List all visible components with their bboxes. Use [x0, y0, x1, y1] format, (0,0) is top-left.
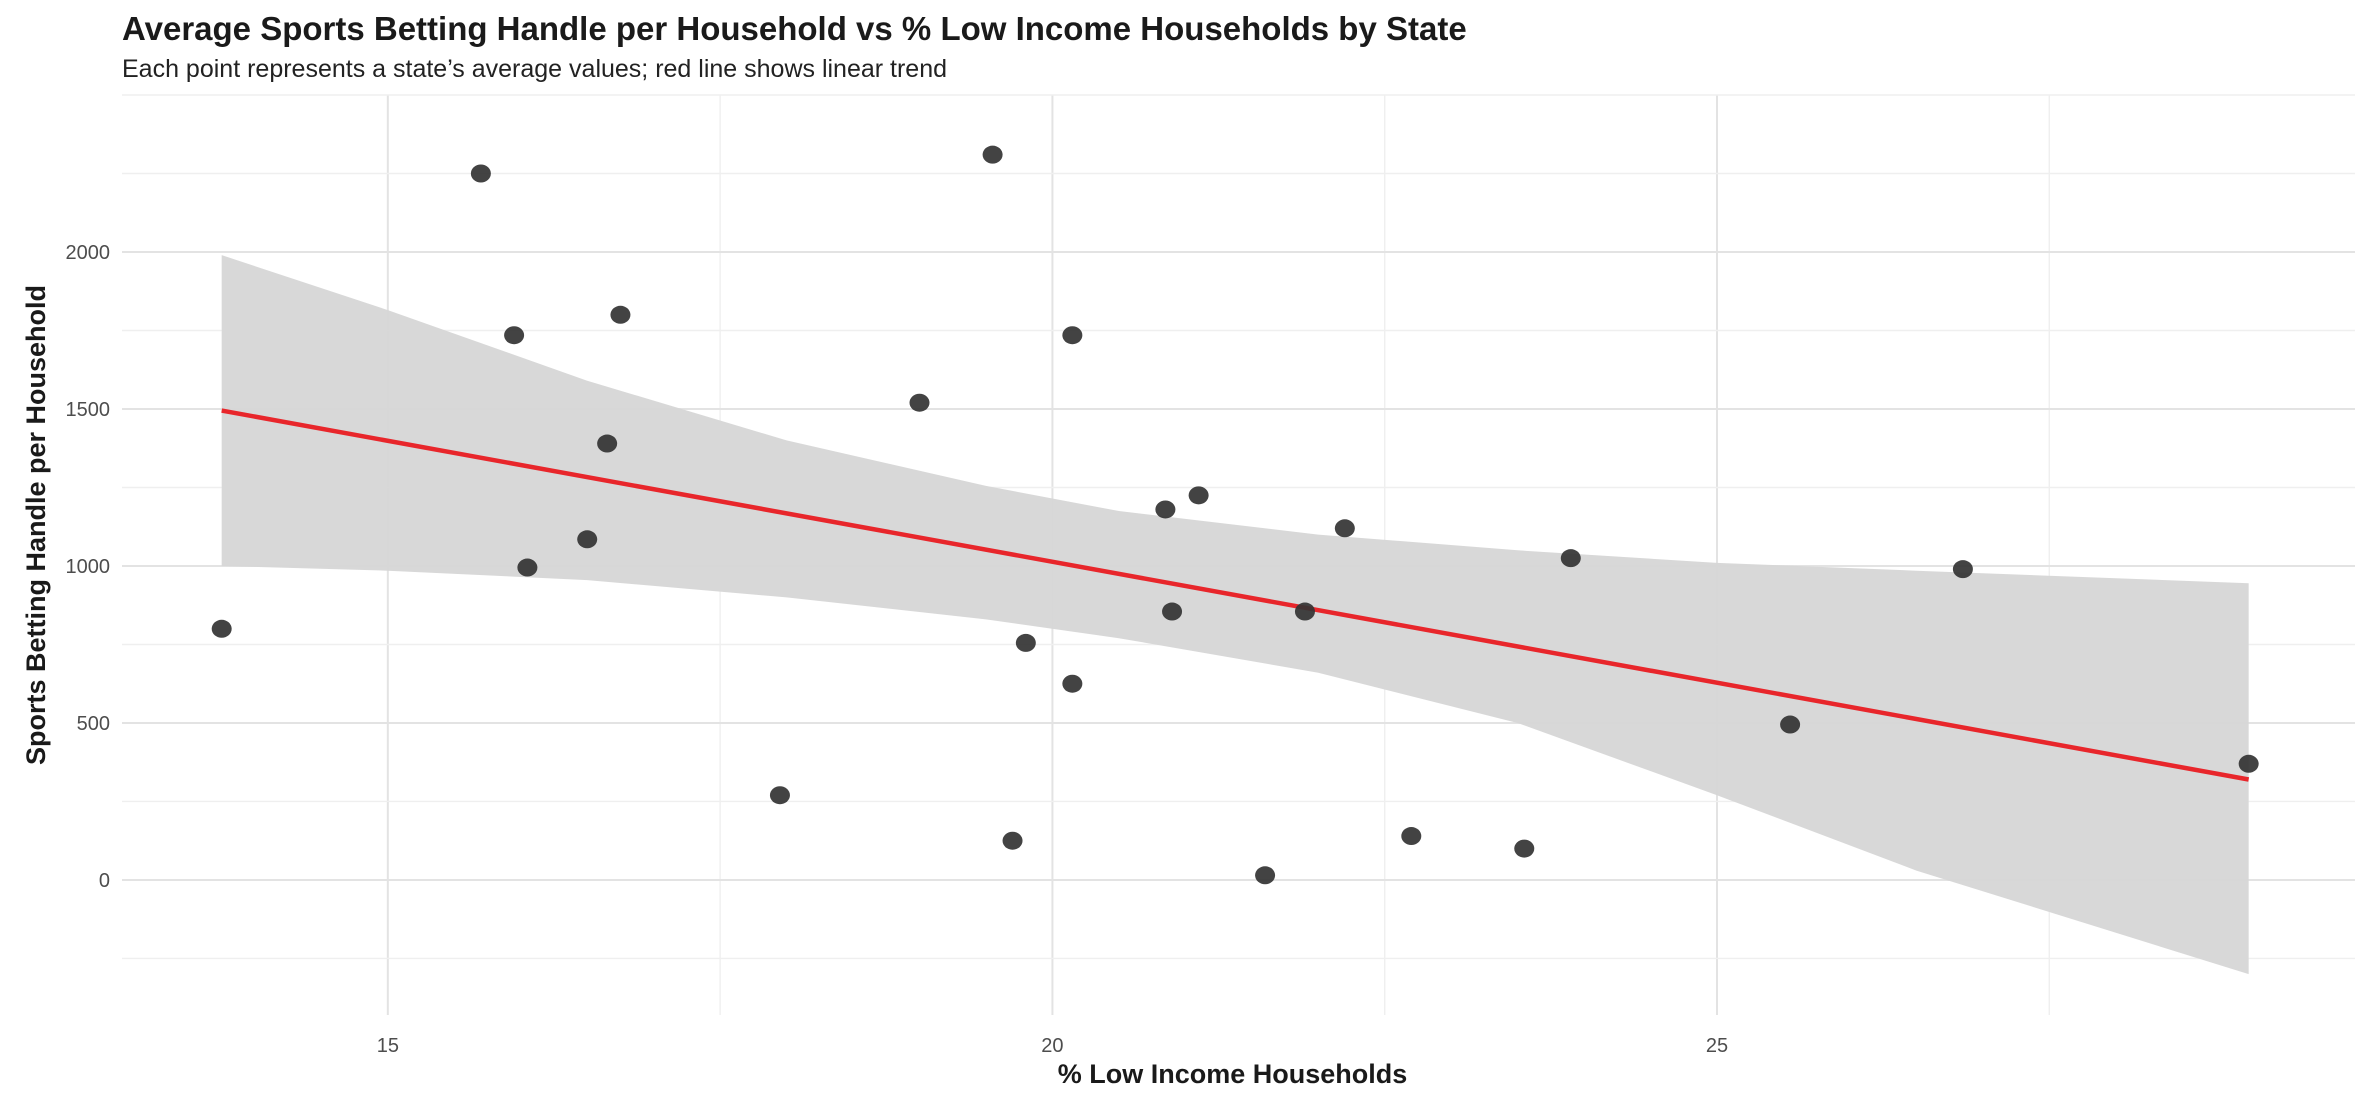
x-tick-label: 15 — [377, 1035, 399, 1057]
data-point-4 — [517, 558, 538, 577]
data-point-1 — [211, 619, 232, 638]
data-point-23 — [1560, 549, 1581, 568]
y-tick-label: 0 — [99, 870, 110, 892]
confidence-band — [221, 255, 2249, 975]
data-point-24 — [1780, 715, 1801, 734]
data-point-11 — [1002, 831, 1023, 850]
data-point-5 — [577, 530, 598, 549]
y-tick-label: 2000 — [66, 242, 111, 264]
data-point-9 — [909, 393, 930, 412]
data-point-14 — [1062, 326, 1083, 345]
y-tick-label: 1500 — [66, 399, 111, 421]
data-point-10 — [982, 145, 1003, 164]
data-point-25 — [1952, 560, 1973, 579]
y-tick-label: 1000 — [66, 556, 111, 578]
data-point-19 — [1294, 602, 1315, 621]
data-point-16 — [1162, 602, 1183, 621]
data-point-7 — [610, 305, 631, 324]
y-axis-label: Sports Betting Handle per Household — [21, 285, 51, 765]
chart-title: Average Sports Betting Handle per Househ… — [122, 10, 1467, 47]
x-axis-label: % Low Income Households — [1058, 1059, 1408, 1089]
data-point-18 — [1255, 866, 1276, 885]
data-point-13 — [1062, 674, 1083, 693]
y-axis-ticks: 0 500 1000 1500 2000 — [66, 242, 111, 892]
chart-subtitle: Each point represents a state’s average … — [122, 55, 948, 83]
data-point-2 — [470, 164, 491, 183]
data-point-22 — [1514, 839, 1535, 858]
data-point-8 — [769, 786, 790, 805]
x-tick-label: 25 — [1706, 1035, 1728, 1057]
y-tick-label: 500 — [77, 713, 110, 735]
data-point-26 — [2238, 754, 2259, 773]
data-points — [211, 145, 2259, 885]
data-point-15 — [1155, 500, 1176, 519]
data-point-12 — [1015, 633, 1036, 652]
data-point-17 — [1188, 486, 1209, 505]
x-tick-label: 20 — [1041, 1035, 1063, 1057]
data-point-6 — [597, 434, 618, 453]
x-axis-ticks: 15 20 25 — [377, 1035, 1728, 1057]
data-point-3 — [504, 326, 525, 345]
data-point-20 — [1334, 519, 1355, 538]
data-point-21 — [1401, 827, 1422, 846]
trend-line — [221, 408, 2250, 782]
